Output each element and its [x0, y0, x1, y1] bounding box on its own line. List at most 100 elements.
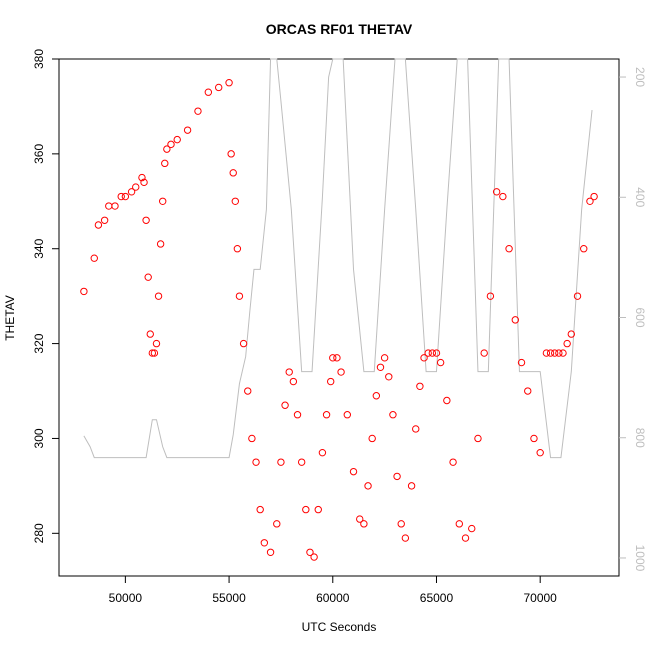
- data-point: [412, 425, 420, 433]
- data-point: [94, 221, 103, 229]
- data-point: [152, 339, 161, 348]
- data-point: [154, 292, 163, 300]
- data-point: [306, 548, 314, 556]
- data-point: [231, 197, 240, 205]
- data-point: [511, 316, 519, 324]
- data-point: [140, 178, 148, 187]
- data-point: [111, 202, 119, 210]
- x-tick-label: 70000: [523, 591, 557, 605]
- data-point: [449, 458, 457, 466]
- data-point: [244, 387, 252, 395]
- data-point: [148, 349, 157, 357]
- data-point: [420, 354, 428, 362]
- data-point: [455, 520, 463, 528]
- data-point: [567, 330, 575, 338]
- data-point: [536, 448, 544, 457]
- data-point: [499, 192, 507, 201]
- data-point: [138, 173, 146, 182]
- data-point: [233, 245, 242, 253]
- data-point: [443, 396, 451, 405]
- y-axis-label: THETAV: [3, 295, 17, 341]
- x-tick-label: 65000: [420, 591, 454, 605]
- data-point: [239, 339, 248, 348]
- y-axis: 280 300 320 340 360 380: [32, 49, 59, 543]
- data-point: [385, 373, 393, 381]
- data-point: [277, 458, 285, 466]
- data-point: [542, 349, 551, 357]
- y-tick-label: 380: [32, 49, 46, 69]
- y2-tick-label: 200: [633, 67, 647, 87]
- data-point: [273, 520, 281, 528]
- data-point: [389, 411, 397, 419]
- data-point: [159, 197, 167, 205]
- data-point: [90, 254, 98, 262]
- data-point: [428, 349, 437, 357]
- data-point: [256, 505, 264, 514]
- data-point: [302, 505, 310, 514]
- data-point: [360, 520, 368, 528]
- data-point: [117, 192, 125, 201]
- data-point: [235, 292, 244, 300]
- data-point: [204, 88, 213, 96]
- x-tick-label: 50000: [109, 591, 143, 605]
- data-point: [252, 458, 260, 466]
- data-point: [194, 107, 202, 115]
- data-point: [590, 192, 598, 201]
- data-point: [349, 467, 358, 476]
- data-point: [480, 349, 488, 357]
- secondary-y-axis: 200 400 600 800 1000: [619, 67, 647, 572]
- data-point: [318, 448, 327, 457]
- y2-tick-label: 600: [633, 307, 647, 327]
- data-points-layer: [80, 79, 598, 561]
- data-point: [563, 339, 571, 348]
- data-point: [80, 287, 88, 296]
- data-point: [372, 392, 381, 400]
- data-point: [163, 145, 171, 153]
- data-point: [173, 135, 181, 144]
- data-point: [127, 188, 136, 196]
- data-point: [121, 192, 130, 201]
- data-point: [486, 292, 495, 300]
- data-point: [551, 349, 559, 357]
- data-point: [356, 515, 364, 523]
- data-point: [322, 411, 331, 419]
- chart-title: ORCAS RF01 THETAV: [266, 21, 413, 37]
- data-point: [492, 188, 501, 196]
- data-point: [310, 553, 318, 561]
- data-point: [293, 411, 302, 419]
- data-point: [436, 358, 445, 367]
- background-series-line: [83, 58, 593, 459]
- data-point: [281, 401, 289, 409]
- data-point: [142, 216, 150, 224]
- x-tick-label: 55000: [212, 591, 246, 605]
- data-point: [364, 482, 372, 490]
- data-point: [586, 197, 594, 205]
- y-tick-label: 340: [32, 238, 46, 258]
- data-point: [380, 354, 389, 362]
- data-point: [407, 482, 416, 490]
- data-point: [225, 79, 233, 87]
- y2-tick-label: 400: [633, 187, 647, 207]
- data-point: [461, 534, 470, 542]
- data-point: [397, 520, 405, 528]
- x-tick-label: 60000: [316, 591, 350, 605]
- data-point: [416, 382, 424, 390]
- data-point: [285, 368, 293, 376]
- data-point: [144, 273, 152, 281]
- data-point: [555, 349, 563, 357]
- data-point: [229, 169, 237, 177]
- data-point: [530, 434, 538, 443]
- data-point: [580, 245, 588, 253]
- data-point: [505, 245, 513, 253]
- data-point: [368, 434, 376, 443]
- data-point: [393, 472, 401, 481]
- data-point: [327, 377, 335, 386]
- data-point: [161, 159, 169, 168]
- y-tick-label: 300: [32, 428, 46, 448]
- data-point: [517, 358, 526, 367]
- y2-tick-label: 800: [633, 428, 647, 448]
- data-point: [329, 354, 337, 362]
- y-tick-label: 280: [32, 523, 46, 543]
